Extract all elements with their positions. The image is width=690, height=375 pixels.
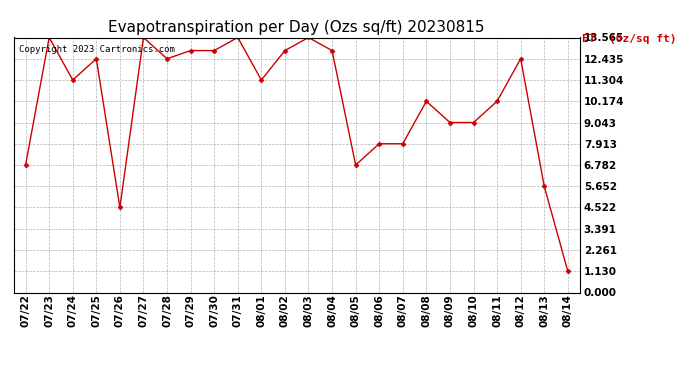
Title: Evapotranspiration per Day (Ozs sq/ft) 20230815: Evapotranspiration per Day (Ozs sq/ft) 2… bbox=[108, 20, 485, 35]
Text: Copyright 2023 Cartronics.com: Copyright 2023 Cartronics.com bbox=[19, 45, 175, 54]
Text: ET  (0z/sq ft): ET (0z/sq ft) bbox=[582, 34, 676, 44]
